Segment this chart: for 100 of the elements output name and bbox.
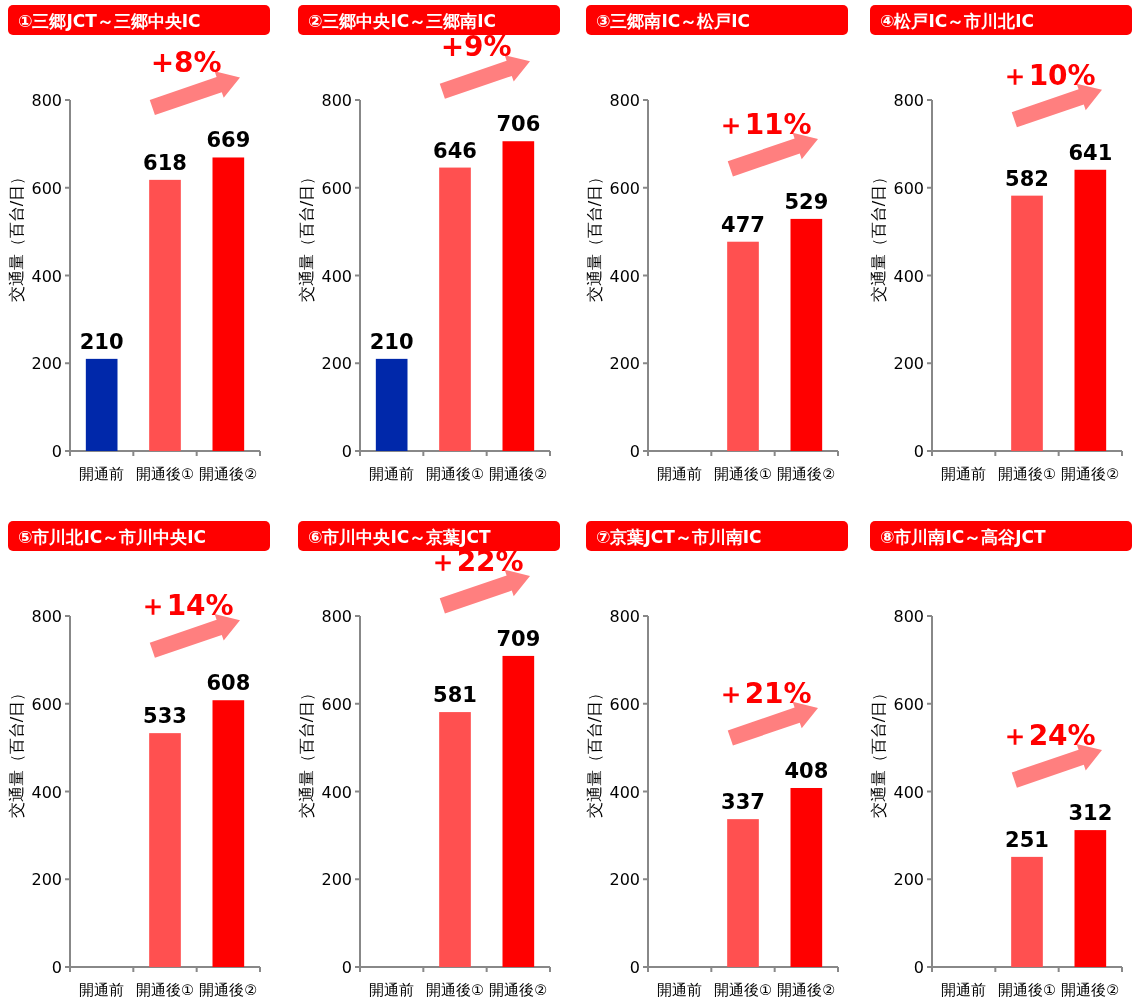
data-label: 337 (721, 790, 765, 815)
x-tick-label: 開通前 (657, 982, 703, 998)
x-tick-label: 開通前 (79, 982, 125, 998)
x-tick-label: 開通後② (1061, 466, 1120, 482)
y-tick-label: 200 (321, 870, 352, 890)
bar (439, 167, 471, 451)
y-axis-title: 交通量（百台/日） (7, 684, 26, 819)
x-tick-label: 開通前 (941, 466, 987, 482)
y-tick-label: 400 (893, 266, 924, 286)
data-label: 581 (433, 683, 477, 708)
y-tick-label: 400 (31, 266, 62, 286)
text: ＋10% (1000, 58, 1096, 92)
data-label: 709 (496, 626, 541, 651)
y-tick-label: 200 (31, 870, 62, 890)
text: +9% (440, 30, 512, 64)
x-tick-label: 開通後① (998, 466, 1056, 482)
y-tick-label: 800 (893, 91, 924, 110)
y-tick-label: 600 (321, 694, 352, 714)
x-tick-label: 開通後② (199, 466, 258, 482)
y-axis-title: 交通量（百台/日） (297, 168, 316, 303)
y-tick-label: 200 (31, 354, 62, 374)
annotation: ＋14% (138, 589, 234, 623)
y-tick-label: 400 (31, 782, 62, 802)
y-tick-label: 200 (609, 870, 640, 890)
y-tick-label: 0 (51, 958, 62, 977)
x-tick-label: 開通後① (426, 466, 484, 482)
data-label: 312 (1068, 801, 1113, 826)
y-tick-label: 200 (321, 354, 352, 374)
x-tick-label: 開通後② (489, 982, 548, 998)
data-label: 646 (433, 138, 477, 163)
x-tick-label: 開通前 (941, 982, 987, 998)
data-label: 641 (1068, 140, 1113, 165)
chart-title: ③三郷南IC～松戸IC (596, 11, 750, 31)
y-tick-label: 600 (893, 178, 924, 198)
text: +8% (150, 46, 222, 80)
y-tick-label: 800 (321, 91, 352, 110)
y-tick-label: 800 (893, 607, 924, 626)
chart-title: ⑤市川北IC～市川中央IC (18, 527, 206, 547)
y-tick-label: 0 (341, 442, 352, 461)
data-label: 408 (784, 758, 829, 783)
y-tick-label: 800 (31, 91, 62, 110)
data-label: 706 (496, 112, 541, 137)
x-tick-label: 開通後② (199, 982, 258, 998)
y-axis-title: 交通量（百台/日） (869, 168, 888, 303)
data-label: 669 (206, 128, 251, 153)
annotation: ＋21% (716, 676, 812, 710)
y-tick-label: 800 (609, 607, 640, 626)
data-label: 529 (784, 189, 829, 214)
y-tick-label: 800 (31, 607, 62, 626)
bar (212, 157, 245, 451)
data-label: 210 (79, 329, 124, 354)
y-tick-label: 0 (913, 442, 924, 461)
x-tick-label: 開通後② (777, 982, 836, 998)
y-axis-title: 交通量（百台/日） (585, 684, 604, 819)
x-tick-label: 開通後② (1061, 982, 1120, 998)
y-tick-label: 800 (609, 91, 640, 110)
bar (502, 141, 535, 451)
data-label: 618 (143, 150, 187, 175)
x-tick-label: 開通後② (489, 466, 548, 482)
y-tick-label: 600 (321, 178, 352, 198)
y-axis-title: 交通量（百台/日） (585, 168, 604, 303)
x-tick-label: 開通後① (714, 982, 772, 998)
chart-title: ⑧市川南IC～高谷JCT (880, 527, 1046, 547)
x-tick-label: 開通後① (998, 982, 1056, 998)
x-tick-label: 開通後① (136, 466, 194, 482)
y-tick-label: 600 (31, 694, 62, 714)
x-tick-label: 開通前 (369, 982, 415, 998)
x-tick-label: 開通前 (79, 466, 125, 482)
chart-title: ②三郷中央IC～三郷南IC (308, 11, 496, 31)
y-tick-label: 600 (31, 178, 62, 198)
chart-title: ①三郷JCT～三郷中央IC (18, 11, 201, 31)
data-label: 210 (369, 329, 414, 354)
x-tick-label: 開通前 (369, 466, 415, 482)
x-tick-label: 開通後① (714, 466, 772, 482)
bar (85, 358, 118, 451)
annotation: ＋24% (1000, 719, 1096, 753)
data-label: 582 (1005, 166, 1049, 191)
bar (149, 179, 181, 451)
data-label: 608 (206, 671, 251, 696)
y-axis-title: 交通量（百台/日） (7, 168, 26, 303)
chart-title: ④松戸IC～市川北IC (880, 11, 1034, 31)
x-tick-label: 開通後① (426, 982, 484, 998)
data-label: 251 (1005, 827, 1049, 852)
annotation: ＋11% (716, 107, 812, 141)
y-tick-label: 800 (321, 607, 352, 626)
chart-title: ⑦京葉JCT～市川南IC (596, 527, 762, 547)
data-label: 533 (143, 704, 187, 729)
y-tick-label: 400 (321, 782, 352, 802)
x-tick-label: 開通後① (136, 982, 194, 998)
y-tick-label: 400 (893, 782, 924, 802)
y-tick-label: 0 (51, 442, 62, 461)
y-tick-label: 200 (609, 354, 640, 374)
y-axis-title: 交通量（百台/日） (297, 684, 316, 819)
x-tick-label: 開通前 (657, 466, 703, 482)
y-tick-label: 400 (321, 266, 352, 286)
y-axis-title: 交通量（百台/日） (869, 684, 888, 819)
bar (375, 358, 408, 451)
y-tick-label: 200 (893, 354, 924, 374)
data-label: 477 (721, 212, 765, 237)
y-tick-label: 0 (629, 958, 640, 977)
